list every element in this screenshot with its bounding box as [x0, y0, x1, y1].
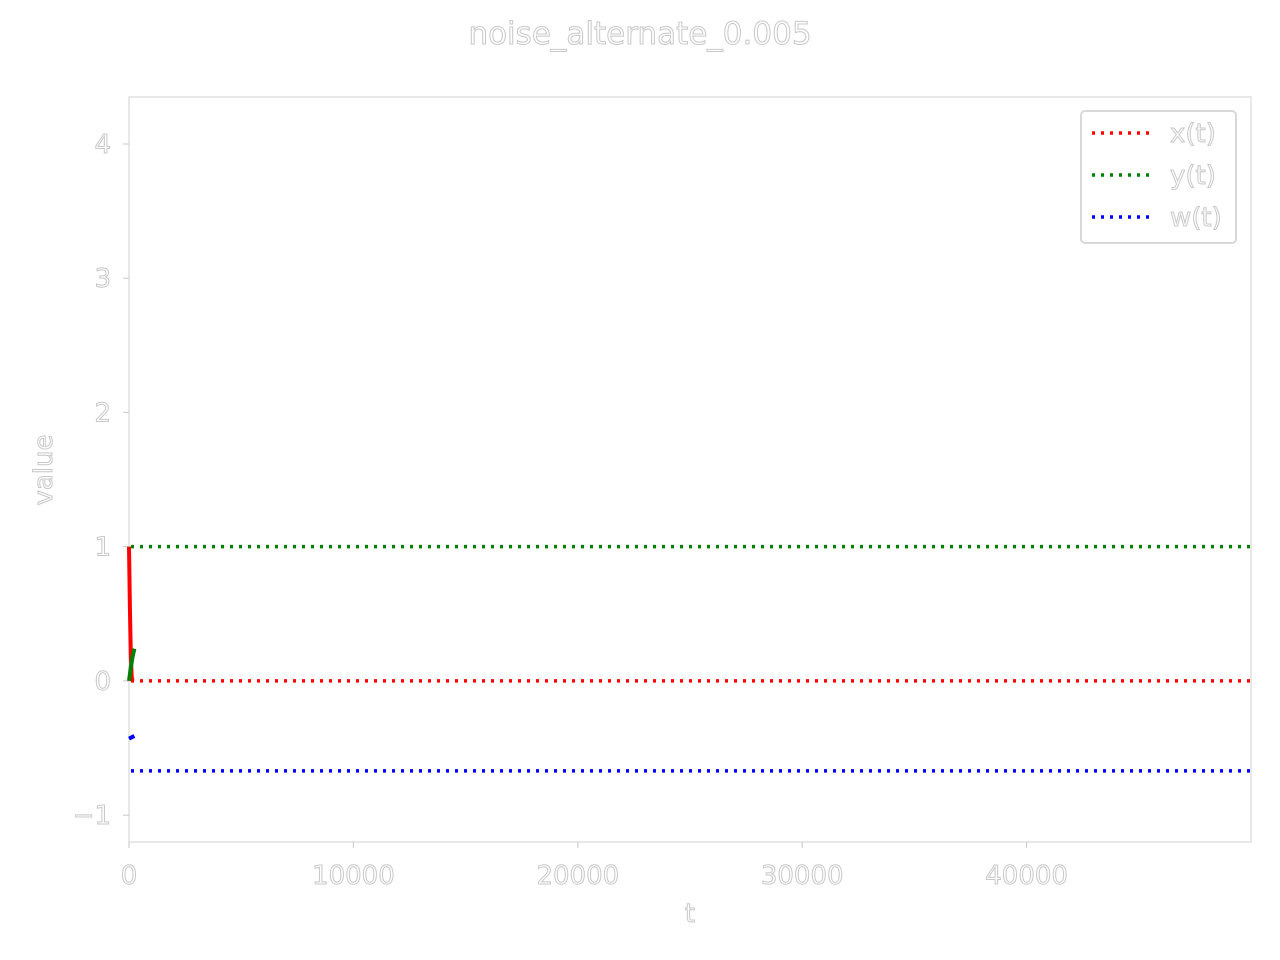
y-axis: −1 0 1 2 3 4 [72, 129, 129, 832]
x-axis: 0 10000 20000 30000 40000 [120, 842, 1068, 892]
plot-lines [127, 544, 1251, 773]
chart-title: noise_alternate_0.005 [468, 16, 811, 52]
legend: x(t) y(t) w(t) [1080, 110, 1237, 244]
legend-label: w(t) [1170, 203, 1222, 233]
y-tick-label: 4 [94, 130, 111, 160]
y-tick-label: −1 [73, 801, 111, 831]
x-tick-label: 30000 [761, 861, 844, 891]
y-tick-label: 2 [94, 398, 111, 428]
y-axis-label: value [29, 434, 59, 505]
series-xt [127, 546, 1251, 683]
series-transient-line [127, 546, 135, 682]
x-tick-label: 0 [121, 861, 138, 891]
y-tick-label: 1 [94, 533, 111, 563]
series-transient-line [128, 734, 136, 741]
x-tick-label: 40000 [985, 861, 1068, 891]
y-tick-label: 0 [94, 667, 111, 697]
legend-label: x(t) [1170, 119, 1216, 149]
plot-area [128, 96, 1252, 843]
series-wt [128, 734, 1251, 773]
legend-label: y(t) [1170, 161, 1216, 191]
y-tick-label: 3 [94, 264, 111, 294]
x-tick-label: 20000 [536, 861, 619, 891]
legend-box [1080, 110, 1237, 244]
series-yt [127, 544, 1251, 682]
x-tick-label: 10000 [312, 861, 395, 891]
x-axis-label: t [685, 899, 695, 929]
series-transient-line [127, 648, 137, 682]
